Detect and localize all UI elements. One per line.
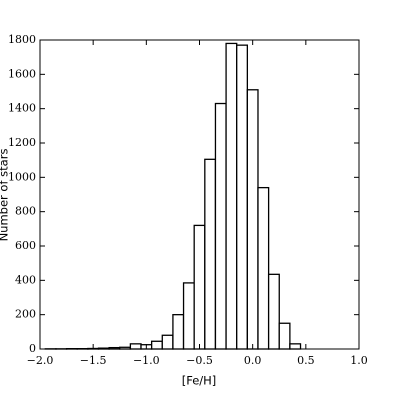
- y-tick-label: 200: [15, 308, 36, 321]
- x-tick-label: −1.5: [80, 354, 107, 367]
- bar: [236, 44, 248, 350]
- y-tick-label: 600: [15, 239, 36, 252]
- bar: [214, 102, 227, 350]
- x-tick-label: 1.0: [350, 354, 368, 367]
- bar: [193, 224, 206, 350]
- y-tick-label: 800: [15, 205, 36, 218]
- y-tick-label: 1800: [8, 33, 36, 46]
- x-tick-label: −0.5: [186, 354, 213, 367]
- bar: [182, 282, 195, 350]
- x-tick-label: 0.0: [244, 354, 262, 367]
- x-tick-label: −1.0: [133, 354, 160, 367]
- y-tick-label: 1600: [8, 67, 36, 80]
- plot-frame: [39, 39, 360, 350]
- x-axis-label: [Fe/H]: [182, 374, 217, 388]
- bar: [257, 186, 270, 350]
- y-tick-label: 0: [29, 342, 36, 355]
- y-axis-label: Number of stars: [0, 149, 11, 242]
- y-tick-label: 1000: [8, 170, 36, 183]
- bar: [129, 343, 142, 350]
- x-tick-label: 0.5: [297, 354, 315, 367]
- bar: [267, 273, 280, 350]
- bar: [278, 322, 291, 350]
- y-tick-label: 1200: [8, 136, 36, 149]
- bar: [172, 314, 185, 350]
- bar: [204, 158, 217, 350]
- x-tick-label: −2.0: [27, 354, 54, 367]
- bar: [161, 334, 174, 350]
- bar: [246, 89, 259, 350]
- y-tick-label: 400: [15, 273, 36, 286]
- bar: [150, 340, 163, 350]
- bar: [289, 343, 302, 350]
- bar: [225, 42, 238, 350]
- y-tick-label: 1400: [8, 102, 36, 115]
